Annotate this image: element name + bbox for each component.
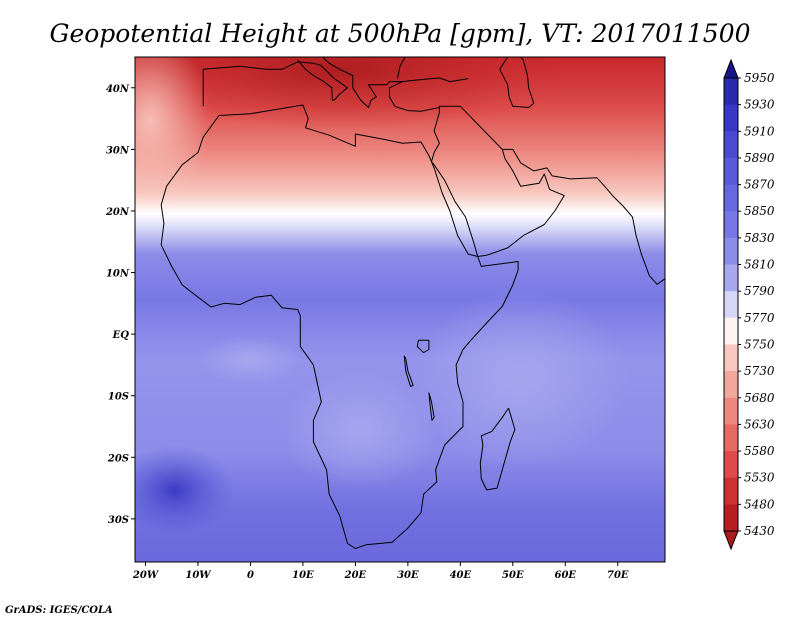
west-ridge-shading [135, 57, 210, 210]
trough-core-shading [135, 57, 570, 130]
colorbar-label: 5630 [744, 417, 775, 431]
colorbar-segment [724, 291, 738, 319]
colorbar-label: 5580 [744, 444, 775, 458]
height-field [135, 57, 665, 562]
colorbar-label: 5930 [744, 98, 775, 112]
colorbar-segment [724, 184, 738, 212]
lat-tick-label: 30S [108, 515, 129, 526]
lat-tick-label: 30N [106, 145, 130, 156]
longitude-axis: 20W 10W 0 10E 20E 30E 40E 50E 60E 70E [132, 562, 629, 581]
southern-africa-shading [280, 370, 440, 490]
lon-tick-label: 10W [185, 570, 212, 581]
colorbar-label: 5790 [744, 284, 775, 298]
africa-coastline [160, 104, 519, 549]
indian-ocean-shading [410, 290, 630, 470]
colorbar-label: 5950 [744, 71, 775, 85]
colorbar-top-arrow [723, 58, 739, 79]
lat-tick-label: 20S [107, 453, 129, 464]
colorbar-segment [724, 104, 738, 132]
credit-label: GrADS: IGES/COLA [5, 605, 113, 616]
lon-tick-label: 10E [292, 570, 314, 581]
colorbar-segment [724, 237, 738, 265]
colorbar-segment [724, 451, 738, 479]
colorbar: 5950 5930 5910 5890 5870 5850 5830 5810 5790 5770… [723, 58, 775, 551]
arabia-coastline [431, 105, 565, 257]
colorbar-segment [724, 157, 738, 185]
colorbar-segment [724, 317, 738, 345]
lat-tick-label: 20N [105, 207, 130, 218]
colorbar-segment [724, 211, 738, 239]
colorbar-label: 5910 [744, 124, 775, 138]
colorbar-label: 5750 [744, 337, 775, 351]
lat-tick-label: 10N [106, 269, 130, 280]
colorbar-label: 5730 [744, 364, 775, 378]
colorbar-label: 5530 [744, 471, 775, 485]
colorbar-label: 5850 [744, 204, 775, 218]
colorbar-label: 5480 [744, 497, 775, 511]
colorbar-frame [723, 77, 739, 532]
caspian-coastline [499, 57, 535, 108]
colorbar-segment [724, 424, 738, 452]
colorbar-segment [724, 131, 738, 159]
lon-tick-label: 40E [450, 570, 472, 581]
lat-tick-label: 10S [108, 392, 129, 403]
persian-gulf-coastline [502, 148, 665, 285]
lake-malawi-outline [428, 392, 435, 421]
colorbar-segment [724, 78, 738, 106]
colorbar-segment [724, 477, 738, 505]
latitude-axis: 40N 30N 20N 10N EQ 10S 20S 30S [105, 84, 135, 526]
colorbar-label: 5870 [744, 178, 775, 192]
colorbar-segment [724, 264, 738, 292]
colorbar-label: 5890 [744, 151, 775, 165]
lake-tanganyika-outline [403, 355, 414, 387]
colorbar-segment [724, 397, 738, 425]
lon-tick-label: 60E [555, 570, 577, 581]
colorbar-label: 5430 [744, 524, 775, 538]
turkey-north-coastline [402, 77, 469, 83]
europe-coastline [202, 59, 348, 107]
southwest-high-shading [135, 445, 235, 535]
colorbar-label: 5770 [744, 311, 775, 325]
plot-frame [134, 56, 666, 563]
colorbar-label: 5680 [744, 391, 775, 405]
lon-tick-label: 0 [247, 570, 254, 581]
lon-tick-label: 30E [397, 570, 419, 581]
lon-tick-label: 20W [132, 570, 160, 581]
colorbar-label: 5810 [744, 258, 775, 272]
lon-tick-label: 70E [607, 570, 629, 581]
colorbar-segment [724, 371, 738, 399]
coastlines [160, 57, 665, 549]
colorbar-bottom-arrow [723, 530, 739, 551]
colorbar-segment [724, 504, 738, 532]
lake-victoria-outline [416, 339, 430, 354]
lon-tick-label: 20E [344, 570, 367, 581]
black-sea-coastline [396, 57, 406, 79]
madagascar-coastline [479, 407, 516, 491]
lon-tick-label: 50E [502, 570, 524, 581]
lat-tick-label: 40N [106, 84, 130, 95]
lat-tick-label: EQ [112, 330, 130, 341]
colorbar-label: 5830 [744, 231, 775, 245]
balkans-coastline [321, 57, 440, 112]
gulf-guinea-shading [200, 335, 300, 385]
map-title: Geopotential Height at 500hPa [gpm], VT:… [49, 19, 750, 48]
colorbar-segment [724, 344, 738, 372]
